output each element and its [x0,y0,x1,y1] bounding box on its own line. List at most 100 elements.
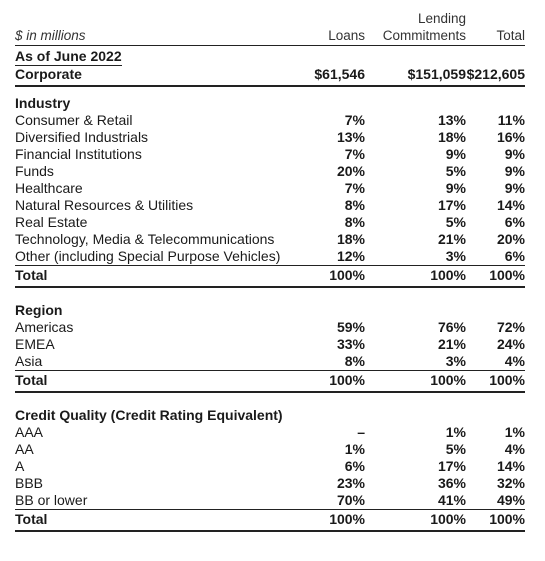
row-label: A [15,458,25,474]
loans-cell: 1% [344,441,365,457]
total-cell: 4% [504,441,525,457]
section-heading: Region [15,302,63,318]
loans-cell: 8% [344,353,365,369]
corporate-credit-exposure-table: Lending $ in millions Loans Commitments … [15,10,525,532]
table-row: Asia 8% 3% 4% [15,353,525,371]
total-row: Total 100% 100% 100% [15,370,525,393]
lending-cell: 17% [437,197,466,213]
table-header: Lending $ in millions Loans Commitments … [15,10,525,46]
table-row: Technology, Media & Telecommunications 18… [15,231,525,248]
table-row: Healthcare 7% 9% 9% [15,180,525,197]
units-label: $ in millions [15,28,86,43]
credit-quality-section: Credit Quality (Credit Rating Equivalent… [15,392,525,532]
table-row: Americas 59% 76% 72% [15,319,525,336]
total-cell: 16% [496,129,525,145]
row-label: Other (including Special Purpose Vehicle… [15,248,281,264]
corporate-row: Corporate $61,546 $151,059 $212,605 [15,66,525,87]
header-lending-line1: Lending [417,11,466,26]
lending-cell: 13% [437,112,466,128]
table-row: AAA – 1% 1% [15,424,525,441]
row-label: BB or lower [15,492,88,508]
table-row: EMEA 33% 21% 24% [15,336,525,353]
loans-cell: 59% [336,319,365,335]
row-label: Consumer & Retail [15,112,133,128]
table-row: BBB 23% 36% 32% [15,475,525,492]
loans-cell: 12% [336,248,365,264]
lending-cell: 18% [437,129,466,145]
table-row: Natural Resources & Utilities 8% 17% 14% [15,197,525,214]
total-cell: 6% [504,214,525,230]
total-cell: 9% [504,163,525,179]
total-cell: 32% [496,475,525,491]
total-cell: 9% [504,180,525,196]
lending-cell: 76% [437,319,466,335]
lending-cell: 5% [445,441,466,457]
total-cell: 100% [466,265,525,288]
lending-cell: 100% [365,370,466,393]
row-label: Financial Institutions [15,146,142,162]
total-cell: 6% [504,248,525,264]
lending-cell: 5% [445,163,466,179]
loans-cell: 6% [344,458,365,474]
loans-cell: 23% [336,475,365,491]
lending-cell: 9% [445,146,466,162]
row-label: Corporate [15,66,302,87]
total-cell: 11% [497,112,525,128]
row-label: BBB [15,475,44,491]
row-label: AAA [15,424,44,440]
total-cell: 14% [496,458,525,474]
row-label: Natural Resources & Utilities [15,197,194,213]
row-label: Real Estate [15,214,88,230]
lending-cell: 21% [437,231,466,247]
section-heading: Industry [15,95,71,111]
table-row: A 6% 17% 14% [15,458,525,475]
loans-cell: 7% [344,112,365,128]
loans-cell: 33% [336,336,365,352]
row-label: Total [15,370,302,393]
table-row: Financial Institutions 7% 9% 9% [15,146,525,163]
total-cell: 4% [504,353,525,369]
loans-cell: 18% [336,231,365,247]
row-label: Technology, Media & Telecommunications [15,231,275,247]
lending-cell: 9% [445,180,466,196]
lending-cell: 100% [365,265,466,288]
row-label: Total [15,265,302,288]
header-loans: Loans [302,27,365,46]
total-cell: 49% [496,492,525,508]
total-cell: 72% [496,319,525,335]
lending-cell: 100% [365,509,466,532]
lending-cell: 21% [437,336,466,352]
lending-cell: 17% [437,458,466,474]
total-cell: 24% [496,336,525,352]
region-section: Region Americas 59% 76% 72% EMEA 33% 21% 24% A… [15,287,525,393]
loans-cell: – [357,424,365,440]
section-heading: Credit Quality (Credit Rating Equivalent… [15,407,283,423]
loans-cell: 7% [344,146,365,162]
row-label: Healthcare [15,180,83,196]
loans-cell: 100% [302,370,365,393]
lending-cell: 5% [445,214,466,230]
row-label: Asia [15,353,43,369]
loans-cell: 100% [302,509,365,532]
total-cell: 20% [496,231,525,247]
corporate-lending: $151,059 [365,66,466,87]
corporate-total: $212,605 [466,66,525,87]
table-row: Funds 20% 5% 9% [15,163,525,180]
table-row: Other (including Special Purpose Vehicle… [15,248,525,266]
table-row: BB or lower 70% 41% 49% [15,492,525,510]
as-of-date: As of June 2022 [15,48,122,66]
total-row: Total 100% 100% 100% [15,509,525,532]
loans-cell: 7% [344,180,365,196]
lending-cell: 1% [445,424,466,440]
header-lending-line2: Commitments [365,27,466,46]
total-cell: 9% [504,146,525,162]
row-label: Total [15,509,302,532]
total-cell: 14% [496,197,525,213]
loans-cell: 13% [336,129,365,145]
loans-cell: 8% [344,197,365,213]
row-label: Diversified Industrials [15,129,149,145]
lending-cell: 3% [445,353,466,369]
loans-cell: 100% [302,265,365,288]
total-row: Total 100% 100% 100% [15,265,525,288]
